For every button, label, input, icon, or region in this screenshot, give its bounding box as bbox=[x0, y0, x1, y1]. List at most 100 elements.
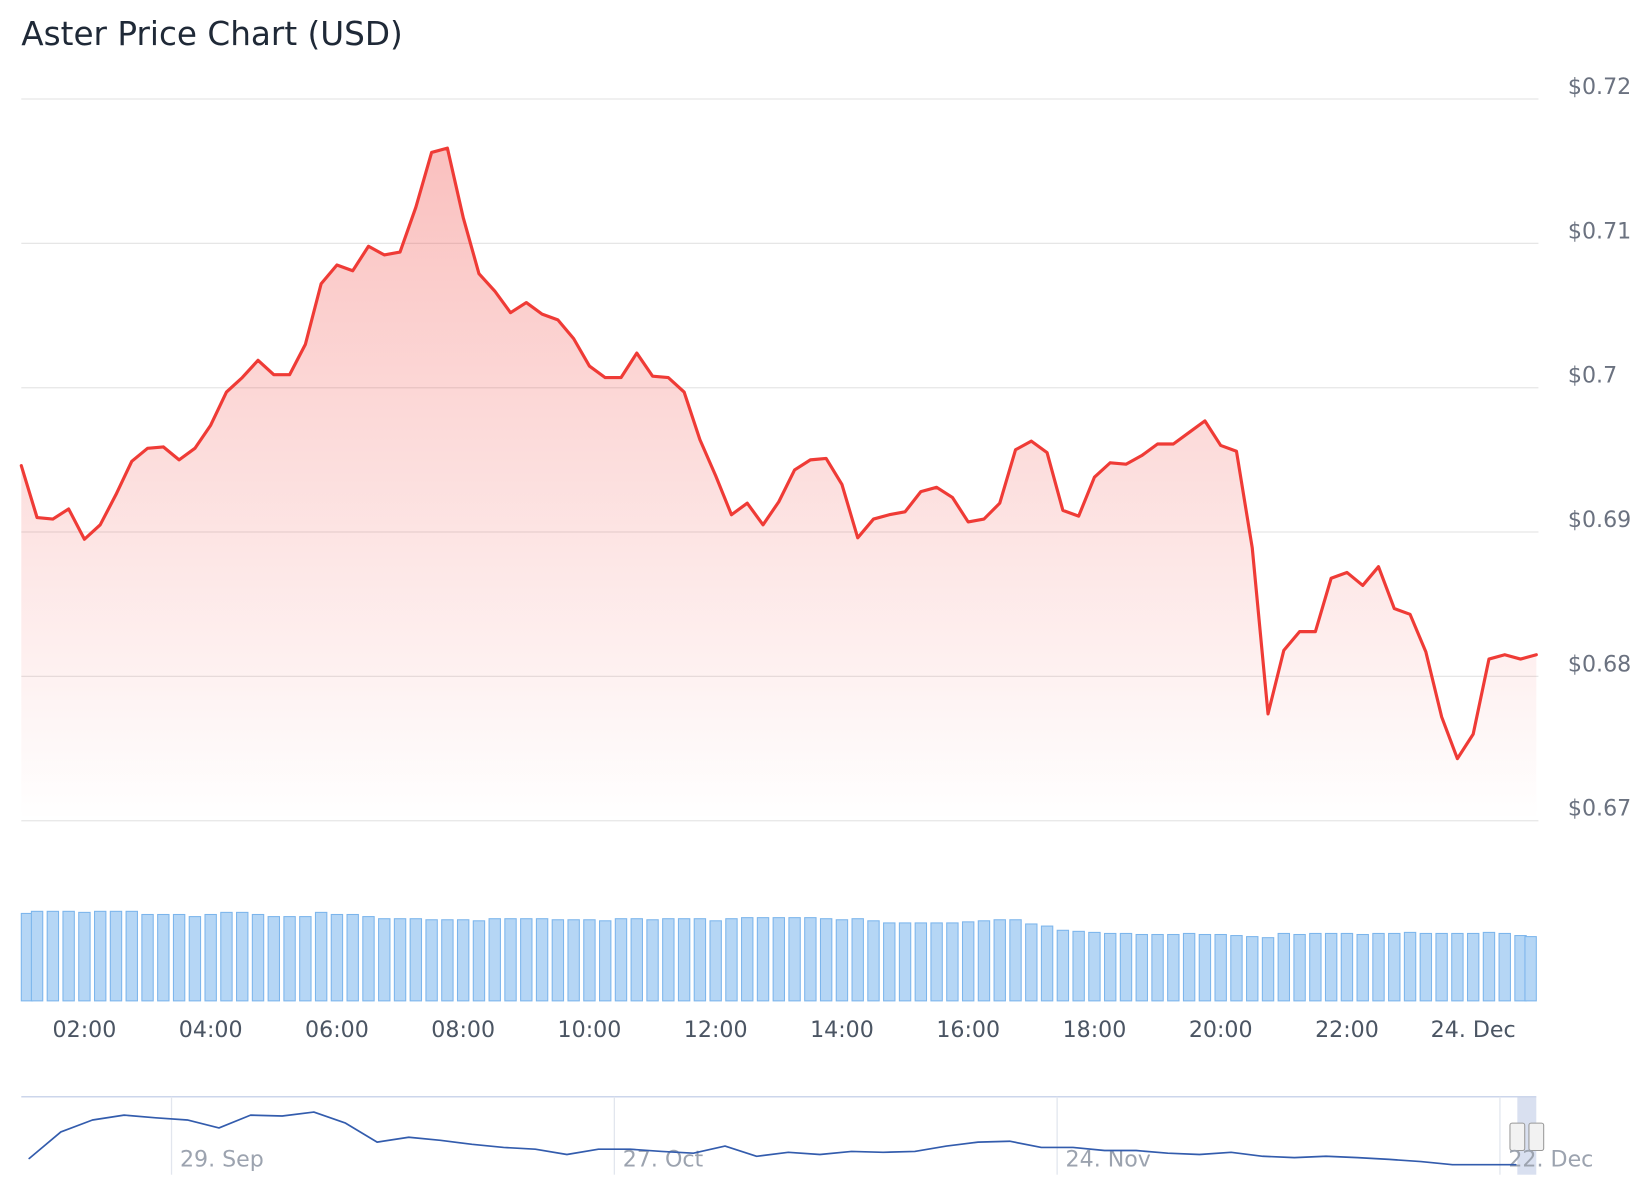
volume-bar bbox=[456, 919, 470, 1002]
volume-bar bbox=[1214, 933, 1227, 1002]
volume-bar bbox=[630, 918, 643, 1002]
volume-bar bbox=[567, 919, 580, 1002]
x-tick-label: 29. Sep bbox=[180, 1146, 264, 1172]
volume-bar bbox=[1119, 932, 1133, 1002]
volume-bar bbox=[251, 913, 265, 1002]
volume-bar bbox=[1072, 930, 1085, 1002]
volume-bar bbox=[867, 920, 880, 1002]
price-area bbox=[21, 148, 1537, 821]
price-line bbox=[19, 146, 1538, 761]
volume-bar bbox=[1309, 932, 1322, 1002]
volume-bar bbox=[993, 919, 1006, 1002]
x-tick-label: 24. Dec bbox=[1431, 1017, 1516, 1043]
volume-bar bbox=[362, 916, 375, 1002]
volume-bar bbox=[1151, 933, 1164, 1002]
x-tick-label: 22. Dec bbox=[1508, 1146, 1593, 1172]
volume-bar bbox=[914, 922, 928, 1002]
volume-bar bbox=[1182, 932, 1196, 1002]
volume-bar bbox=[977, 920, 991, 1002]
volume-bar bbox=[646, 919, 659, 1002]
volume-bar bbox=[504, 918, 517, 1002]
volume-bar bbox=[346, 913, 359, 1002]
volume-bar bbox=[1524, 936, 1537, 1002]
marks-layer bbox=[19, 146, 1538, 1002]
volume-bar bbox=[267, 916, 281, 1002]
x-tick-label: 10:00 bbox=[558, 1017, 622, 1043]
volume-bar bbox=[835, 919, 849, 1002]
x-tick-label: 08:00 bbox=[431, 1017, 495, 1043]
volume-bar bbox=[709, 920, 722, 1002]
volume-bar bbox=[1009, 919, 1022, 1002]
volume-bar bbox=[157, 913, 170, 1002]
volume-bar bbox=[898, 922, 912, 1002]
navigator-handle[interactable] bbox=[1509, 1122, 1526, 1152]
volume-bar bbox=[1293, 933, 1306, 1002]
volume-bar bbox=[1277, 932, 1291, 1002]
volume-bar bbox=[1025, 923, 1038, 1002]
x-tick-label: 12:00 bbox=[684, 1017, 748, 1043]
volume-bar bbox=[1056, 929, 1070, 1002]
y-tick-label: $0.67 bbox=[1568, 796, 1631, 822]
navigator-line bbox=[28, 1111, 1517, 1166]
volume-bar bbox=[1088, 931, 1101, 1002]
volume-bar bbox=[535, 918, 549, 1002]
y-tick-label: $0.7 bbox=[1568, 363, 1617, 389]
volume-bar bbox=[1104, 932, 1117, 1002]
volume-bar bbox=[851, 918, 864, 1002]
volume-bar bbox=[109, 910, 123, 1002]
volume-bar bbox=[220, 911, 233, 1002]
volume-bar bbox=[488, 918, 501, 1002]
volume-bar bbox=[236, 911, 249, 1002]
volume-bar bbox=[1261, 937, 1275, 1002]
volume-bar bbox=[425, 919, 438, 1002]
volume-bar bbox=[756, 917, 770, 1002]
x-tick-label: 04:00 bbox=[179, 1017, 243, 1043]
volume-bar bbox=[378, 918, 391, 1002]
x-tick-label: 02:00 bbox=[53, 1017, 117, 1043]
volume-bar bbox=[283, 916, 296, 1002]
volume-bar bbox=[725, 918, 738, 1002]
volume-bar bbox=[1451, 932, 1464, 1002]
volume-bar bbox=[1498, 932, 1511, 1002]
volume-bar bbox=[551, 919, 565, 1002]
x-tick-label: 14:00 bbox=[810, 1017, 874, 1043]
volume-bar bbox=[1324, 932, 1338, 1002]
volume-bar bbox=[314, 911, 328, 1002]
x-tick-label: 16:00 bbox=[936, 1017, 1000, 1043]
volume-bar bbox=[30, 910, 44, 1002]
volume-bar bbox=[520, 918, 533, 1002]
y-tick-label: $0.68 bbox=[1568, 651, 1631, 677]
volume-bar bbox=[46, 910, 60, 1002]
y-tick-label: $0.69 bbox=[1568, 507, 1631, 533]
navigator-handle[interactable] bbox=[1528, 1122, 1545, 1152]
volume-bar bbox=[930, 922, 943, 1002]
x-tick-label: 22:00 bbox=[1315, 1017, 1379, 1043]
y-tick-label: $0.72 bbox=[1568, 74, 1631, 100]
volume-bar bbox=[614, 918, 628, 1002]
volume-bar bbox=[883, 922, 896, 1002]
volume-bar bbox=[393, 918, 407, 1002]
navigator-selection[interactable] bbox=[1517, 1096, 1537, 1175]
volume-bar bbox=[1340, 932, 1354, 1002]
x-tick-label: 18:00 bbox=[1063, 1017, 1127, 1043]
volume-bar bbox=[1040, 925, 1054, 1002]
volume-bar bbox=[188, 916, 202, 1002]
volume-bar bbox=[1372, 932, 1385, 1002]
volume-bar bbox=[62, 910, 75, 1002]
volume-bar bbox=[330, 913, 344, 1002]
volume-bar bbox=[1466, 932, 1480, 1002]
volume-bar bbox=[1388, 932, 1401, 1002]
volume-bar bbox=[299, 916, 312, 1002]
volume-bar bbox=[172, 913, 186, 1002]
volume-bar bbox=[599, 920, 612, 1002]
volume-bar bbox=[1403, 931, 1417, 1002]
volume-bar bbox=[804, 917, 817, 1002]
volume-bar bbox=[472, 920, 486, 1002]
volume-bar bbox=[204, 913, 217, 1002]
volume-bar bbox=[1435, 932, 1448, 1002]
volume-bar bbox=[441, 919, 454, 1002]
x-tick-label: 20:00 bbox=[1189, 1017, 1253, 1043]
volume-bar bbox=[693, 918, 707, 1002]
